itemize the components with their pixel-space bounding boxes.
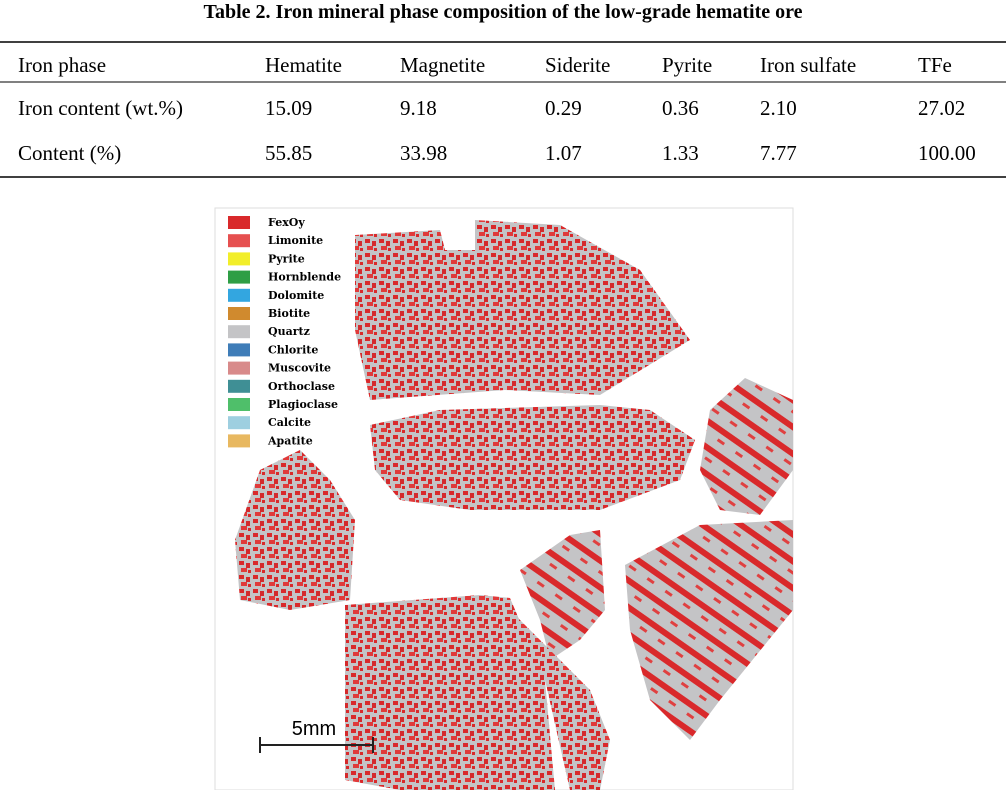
scale-label: 5mm: [292, 718, 336, 740]
legend-label: Chlorite: [268, 343, 318, 356]
table-cell: 9.18: [400, 96, 437, 120]
legend-swatch: [228, 398, 250, 411]
legend-swatch: [228, 252, 250, 266]
table-cell: 0.36: [662, 96, 699, 120]
ore-fragment: [700, 378, 793, 515]
table-cell: 2.10: [760, 96, 797, 120]
legend-swatch: [228, 416, 250, 430]
table: Iron phase Hematite Magnetite Siderite Pyrit…: [18, 53, 976, 165]
ore-fragment: [235, 450, 355, 610]
legend-label: Orthoclase: [268, 380, 335, 393]
figure: FexOy Limonite Pyrite Hornblende Dolomite Bio…: [214, 207, 794, 790]
legend-label: Quartz: [268, 325, 310, 338]
table-cell: 33.98: [400, 141, 447, 165]
header-cell: Pyrite: [662, 53, 712, 77]
table-title: Table 2. Iron mineral phase composition …: [203, 1, 802, 23]
table-cell: 27.02: [918, 96, 965, 120]
legend-swatch: [228, 307, 250, 320]
table-cell: 1.33: [662, 141, 699, 165]
legend: FexOy Limonite Pyrite Hornblende Dolomite Bio…: [222, 212, 342, 448]
ore-fragment: [345, 595, 555, 790]
legend-label: Limonite: [268, 234, 323, 247]
table-cell: 15.09: [265, 96, 312, 120]
legend-swatch: [228, 216, 250, 229]
table-cell: 100.00: [918, 141, 976, 165]
table-cell: Content (%): [18, 141, 121, 165]
table-cell: 0.29: [545, 96, 582, 120]
header-cell: Iron sulfate: [760, 53, 856, 77]
table-cell: 1.07: [545, 141, 582, 165]
ore-fragment: [500, 600, 610, 790]
ore-fragment: [370, 405, 695, 510]
ore-fragment: [625, 520, 793, 740]
ore-fragment: [520, 530, 605, 660]
legend-label: Plagioclase: [268, 398, 338, 411]
legend-label: Apatite: [267, 434, 313, 447]
legend-label: Calcite: [268, 416, 311, 429]
legend-swatch: [228, 379, 250, 393]
legend-swatch: [228, 288, 250, 302]
legend-swatch: [228, 325, 250, 339]
header-cell: Iron phase: [18, 53, 106, 77]
header-cell: Magnetite: [400, 53, 485, 77]
legend-swatch: [228, 270, 250, 284]
table-cell: 7.77: [760, 141, 797, 165]
header-cell: Hematite: [265, 53, 342, 77]
legend-label: Biotite: [268, 307, 310, 320]
legend-swatch: [228, 343, 250, 357]
legend-swatch: [228, 434, 250, 448]
legend-label: Dolomite: [268, 289, 324, 302]
ore-fragment: [355, 220, 690, 400]
legend-label: Pyrite: [268, 252, 305, 265]
legend-swatch: [228, 234, 250, 248]
legend-label: FexOy: [268, 216, 305, 229]
table-cell: 55.85: [265, 141, 312, 165]
legend-swatch: [228, 361, 250, 375]
legend-label: Hornblende: [268, 271, 341, 284]
header-cell: Siderite: [545, 53, 610, 77]
header-cell: TFe: [918, 53, 952, 77]
table-cell: Iron content (wt.%): [18, 96, 183, 120]
legend-label: Muscovite: [268, 362, 331, 375]
